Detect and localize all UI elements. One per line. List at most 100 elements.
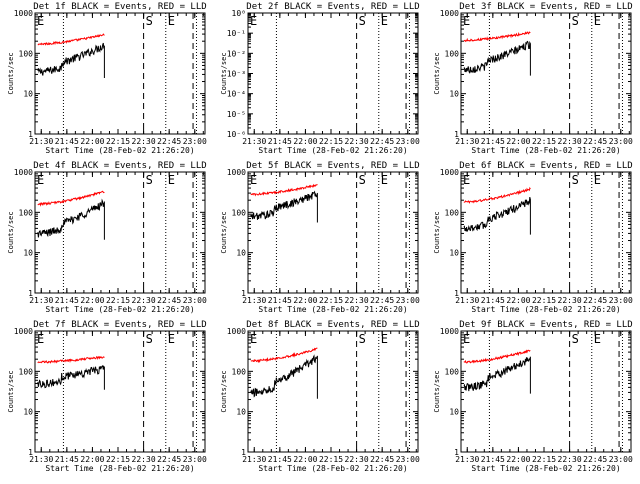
- x-tick-label: 22:45: [370, 137, 394, 146]
- x-tick-label: 22:00: [293, 137, 317, 146]
- x-axis-label: Start Time (28-Feb-02 21:26:20): [471, 146, 620, 155]
- marker-label: E: [594, 173, 601, 187]
- x-tick-label: 22:15: [319, 455, 343, 464]
- events-series-line: [250, 190, 318, 223]
- plot-det-8f: Det 8f BLACK = Events, RED = LLD 1 10 100 10…: [220, 320, 420, 473]
- x-tick-label: 22:15: [532, 296, 556, 305]
- x-tick-label: 21:45: [268, 455, 292, 464]
- plot-title: Det 7f BLACK = Events, RED = LLD: [33, 320, 206, 330]
- plot-frame: [247, 171, 419, 294]
- x-tick-label: 23:00: [396, 137, 420, 146]
- marker-label: S: [572, 14, 579, 28]
- x-tick-label: 22:30: [345, 296, 369, 305]
- x-tick-label: 22:00: [80, 137, 104, 146]
- plot-title: Det 9f BLACK = Events, RED = LLD: [459, 320, 632, 330]
- y-axis-label: Counts/sec: [7, 52, 15, 94]
- start-marker-label: E: [250, 173, 257, 187]
- y-tick-label: 100: [445, 367, 460, 376]
- events-series-line: [250, 354, 318, 399]
- marker-label: E: [381, 173, 388, 187]
- start-marker-label: E: [250, 332, 257, 346]
- marker-label: S: [146, 173, 153, 187]
- x-tick-label: 22:00: [506, 137, 530, 146]
- y-tick-label: 100: [445, 208, 460, 217]
- events-series-line: [37, 42, 105, 78]
- marker-label: S: [359, 173, 366, 187]
- x-tick-label: 22:30: [345, 137, 369, 146]
- x-tick-label: 22:15: [319, 296, 343, 305]
- plot-title: Det 3f BLACK = Events, RED = LLD: [459, 2, 632, 12]
- plot-title: Det 1f BLACK = Events, RED = LLD: [33, 2, 206, 12]
- x-tick-label: 23:00: [183, 296, 207, 305]
- plot-frame: [460, 171, 632, 294]
- x-tick-label: 23:00: [609, 455, 633, 464]
- x-tick-label: 21:30: [455, 137, 479, 146]
- x-tick-label: 23:00: [396, 296, 420, 305]
- marker-label: E: [168, 332, 175, 346]
- x-axis-label: Start Time (28-Feb-02 21:26:20): [258, 305, 407, 314]
- y-tick-label: 100: [232, 208, 247, 217]
- x-tick-label: 21:30: [242, 137, 266, 146]
- plot-frame: [34, 330, 206, 453]
- x-tick-label: 21:45: [481, 137, 505, 146]
- plot-frame: [247, 12, 419, 135]
- y-tick-label: 1000: [440, 168, 459, 177]
- plot-det-2f: Det 2f BLACK = Events, RED = LLD 10⁻⁶ 10⁻⁵…: [220, 2, 420, 155]
- x-tick-label: 21:30: [455, 455, 479, 464]
- x-tick-label: 21:45: [268, 137, 292, 146]
- start-marker-label: E: [250, 14, 257, 28]
- lld-series-line: [37, 355, 105, 364]
- x-tick-label: 22:00: [80, 296, 104, 305]
- x-tick-label: 22:15: [106, 296, 130, 305]
- lld-series-line: [37, 33, 105, 46]
- plot-title: Det 8f BLACK = Events, RED = LLD: [246, 320, 419, 330]
- marker-label: E: [168, 173, 175, 187]
- y-tick-label: 10: [23, 249, 33, 258]
- x-axis-label: Start Time (28-Feb-02 21:26:20): [258, 146, 407, 155]
- x-axis-label: Start Time (28-Feb-02 21:26:20): [45, 305, 194, 314]
- x-tick-label: 22:15: [532, 137, 556, 146]
- x-tick-label: 22:30: [132, 137, 156, 146]
- x-tick-label: 23:00: [609, 296, 633, 305]
- y-tick-label: 10: [23, 408, 33, 417]
- start-marker-label: E: [37, 14, 44, 28]
- marker-label: S: [146, 332, 153, 346]
- y-axis-label: Counts/sec: [433, 52, 441, 94]
- lld-series-line: [463, 31, 531, 43]
- marker-label: S: [359, 332, 366, 346]
- x-axis-label: Start Time (28-Feb-02 21:26:20): [45, 146, 194, 155]
- start-marker-label: E: [37, 332, 44, 346]
- marker-label: E: [594, 14, 601, 28]
- x-tick-label: 22:45: [583, 455, 607, 464]
- x-tick-label: 22:15: [319, 137, 343, 146]
- start-marker-label: E: [463, 332, 470, 346]
- y-tick-label: 1: [454, 289, 459, 298]
- y-axis-label: Counts/sec: [7, 211, 15, 253]
- y-tick-label: 1: [241, 289, 246, 298]
- plot-title: Det 2f BLACK = Events, RED = LLD: [246, 2, 419, 12]
- x-tick-label: 22:30: [558, 455, 582, 464]
- x-axis-label: Start Time (28-Feb-02 21:26:20): [45, 464, 194, 473]
- x-axis-label: Start Time (28-Feb-02 21:26:20): [471, 464, 620, 473]
- y-axis-label: Counts/sec: [220, 370, 228, 412]
- plot-det-7f: Det 7f BLACK = Events, RED = LLD 1 10 100 10…: [7, 320, 207, 473]
- plot-det-5f: Det 5f BLACK = Events, RED = LLD 1 10 100 10…: [220, 161, 420, 314]
- y-axis-label: Counts/sec: [433, 211, 441, 253]
- y-tick-label: 100: [19, 367, 34, 376]
- y-tick-label: 10: [449, 249, 459, 258]
- x-tick-label: 23:00: [183, 137, 207, 146]
- start-marker-label: E: [463, 14, 470, 28]
- lld-series-line: [37, 190, 105, 207]
- plot-det-4f: Det 4f BLACK = Events, RED = LLD 1 10 100 10…: [7, 161, 207, 314]
- y-tick-label: 10: [449, 408, 459, 417]
- x-tick-label: 21:30: [455, 296, 479, 305]
- x-tick-label: 22:00: [506, 455, 530, 464]
- y-tick-label: 100: [19, 208, 34, 217]
- y-tick-label: 1: [28, 289, 33, 298]
- x-tick-label: 21:45: [268, 296, 292, 305]
- x-tick-label: 21:30: [29, 137, 53, 146]
- plot-frame: [460, 12, 632, 135]
- events-series-line: [463, 196, 531, 235]
- y-tick-label: 1: [241, 448, 246, 457]
